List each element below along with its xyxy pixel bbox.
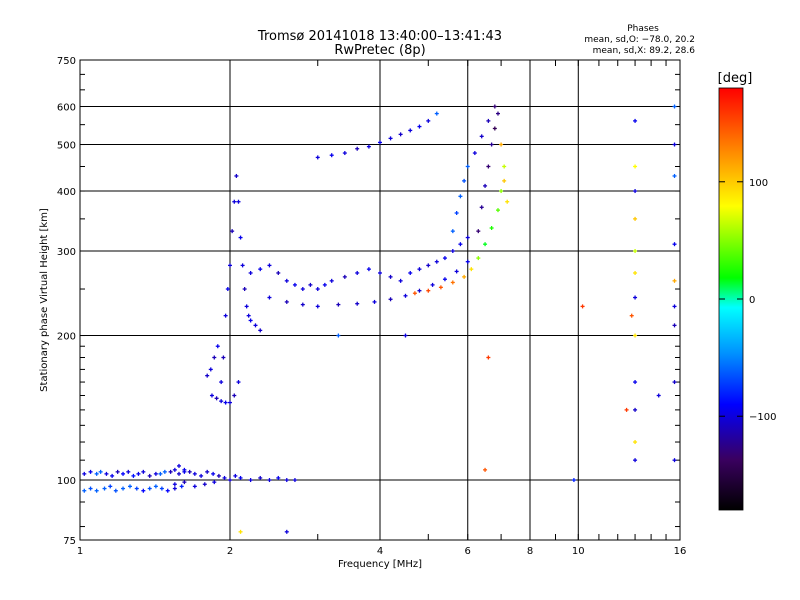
x-tick-label: 8 [527, 546, 533, 557]
x-tick-label: 10 [572, 546, 585, 557]
colorbar-tick-label: 0 [749, 295, 755, 306]
y-tick-label: 300 [57, 247, 76, 258]
x-tick-labels: 1 2 4 6 8 10 16 [77, 546, 687, 557]
y-tick-label: 600 [57, 103, 76, 114]
colorbar-tick-label: −100 [749, 412, 776, 423]
x-axis-label: Frequency [MHz] [338, 559, 422, 570]
colorbar-label: [deg] [718, 71, 753, 86]
y-axis-label: Stationary phase Virtual Height [km] [39, 208, 50, 392]
y-tick-label: 100 [57, 476, 76, 487]
x-tick-label: 6 [465, 546, 471, 557]
y-tick-label: 400 [57, 187, 76, 198]
y-tick-label: 200 [57, 332, 76, 343]
y-tick-labels: 75 100 200 300 400 500 600 750 [57, 56, 76, 547]
x-tick-label: 2 [227, 546, 233, 557]
x-tick-label: 16 [674, 546, 687, 557]
y-tick-label: 750 [57, 56, 76, 67]
plot-frame [79, 59, 681, 541]
stats-line-x: mean, sd,X: 89.2, 28.6 [593, 46, 696, 56]
data-points [82, 104, 677, 534]
x-tick-label: 4 [377, 546, 383, 557]
stats-line-o: mean, sd,O: −78.0, 20.2 [584, 35, 695, 45]
colorbar-ticks: 100 0 −100 [719, 178, 776, 423]
chart-subtitle: RwPretec (8p) [334, 43, 425, 58]
colorbar-tick-label: 100 [749, 178, 768, 189]
y-tick-label: 500 [57, 141, 76, 152]
y-tick-label: 75 [63, 536, 76, 547]
grid-lines [80, 60, 680, 540]
chart-title: Tromsø 20141018 13:40:00–13:41:43 [257, 29, 502, 44]
stats-title: Phases [627, 24, 659, 34]
x-tick-label: 1 [77, 546, 83, 557]
